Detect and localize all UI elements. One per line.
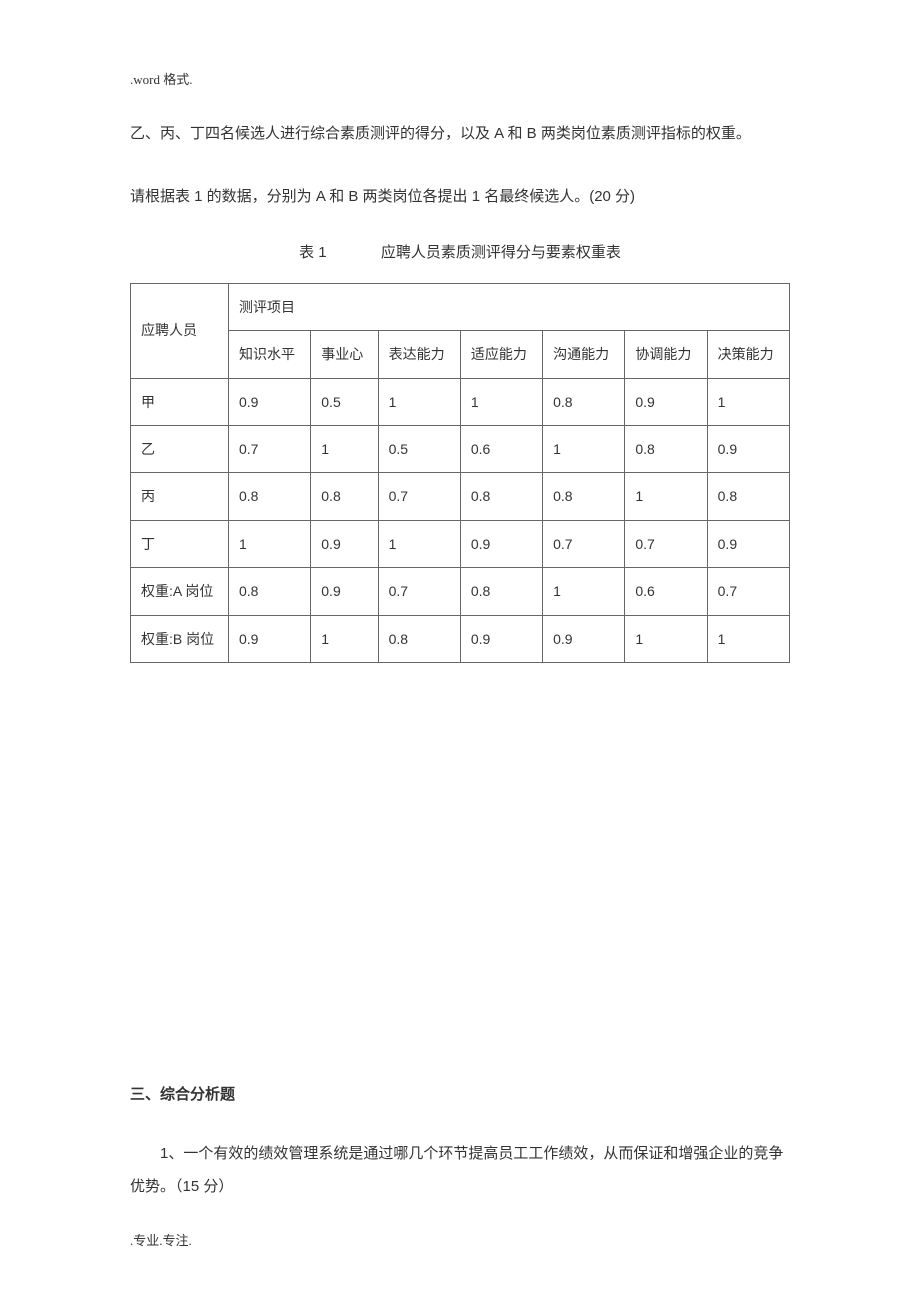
table-row: 丙 0.8 0.8 0.7 0.8 0.8 1 0.8: [131, 473, 790, 520]
cell: 0.9: [229, 615, 311, 662]
cell: 1: [460, 378, 542, 425]
cell: 1: [625, 615, 707, 662]
cell: 0.9: [311, 520, 378, 567]
cell: 1: [311, 615, 378, 662]
cell: 1: [543, 568, 625, 615]
paragraph-instruction: 请根据表 1 的数据，分别为 A 和 B 两类岗位各提出 1 名最终候选人。(2…: [130, 180, 790, 213]
row-label: 权重:B 岗位: [131, 615, 229, 662]
cell: 0.9: [229, 378, 311, 425]
cell: 1: [378, 520, 460, 567]
cell: 0.8: [707, 473, 789, 520]
cell: 1: [707, 615, 789, 662]
cell: 1: [229, 520, 311, 567]
cell: 0.7: [229, 425, 311, 472]
cell: 0.7: [543, 520, 625, 567]
cell: 0.9: [625, 378, 707, 425]
table-caption: 表 1 应聘人员素质测评得分与要素权重表: [130, 241, 790, 265]
cell: 0.9: [311, 568, 378, 615]
cell: 0.8: [229, 568, 311, 615]
cell: 0.8: [229, 473, 311, 520]
paragraph-intro: 乙、丙、丁四名候选人进行综合素质测评的得分，以及 A 和 B 两类岗位素质测评指…: [130, 116, 790, 152]
cell: 0.8: [311, 473, 378, 520]
cell: 0.7: [707, 568, 789, 615]
col-header: 适应能力: [460, 331, 542, 378]
row-label: 权重:A 岗位: [131, 568, 229, 615]
cell: 0.7: [378, 568, 460, 615]
row-label-header: 应聘人员: [131, 283, 229, 378]
group-header: 测评项目: [229, 283, 790, 330]
cell: 0.9: [460, 615, 542, 662]
cell: 0.9: [707, 520, 789, 567]
cell: 0.8: [543, 473, 625, 520]
cell: 0.6: [460, 425, 542, 472]
cell: 1: [625, 473, 707, 520]
page-header: .word 格式.: [130, 70, 790, 91]
cell: 1: [311, 425, 378, 472]
cell: 0.7: [378, 473, 460, 520]
cell: 0.8: [625, 425, 707, 472]
row-label: 乙: [131, 425, 229, 472]
table-header-row-2: 知识水平 事业心 表达能力 适应能力 沟通能力 协调能力 决策能力: [131, 331, 790, 378]
row-label: 丁: [131, 520, 229, 567]
col-header: 表达能力: [378, 331, 460, 378]
table-row: 权重:B 岗位 0.9 1 0.8 0.9 0.9 1 1: [131, 615, 790, 662]
cell: 0.6: [625, 568, 707, 615]
col-header: 决策能力: [707, 331, 789, 378]
cell: 0.8: [460, 473, 542, 520]
table-row: 乙 0.7 1 0.5 0.6 1 0.8 0.9: [131, 425, 790, 472]
table-row: 甲 0.9 0.5 1 1 0.8 0.9 1: [131, 378, 790, 425]
cell: 0.5: [378, 425, 460, 472]
row-label: 丙: [131, 473, 229, 520]
cell: 0.9: [707, 425, 789, 472]
cell: 0.8: [460, 568, 542, 615]
section-heading: 三、综合分析题: [130, 1083, 790, 1107]
cell: 0.8: [378, 615, 460, 662]
table-row: 丁 1 0.9 1 0.9 0.7 0.7 0.9: [131, 520, 790, 567]
question-1: 1、一个有效的绩效管理系统是通过哪几个环节提高员工工作绩效，从而保证和增强企业的…: [130, 1137, 790, 1203]
table-header-row-1: 应聘人员 测评项目: [131, 283, 790, 330]
col-header: 沟通能力: [543, 331, 625, 378]
col-header: 协调能力: [625, 331, 707, 378]
table-number: 表 1: [299, 244, 327, 261]
row-label: 甲: [131, 378, 229, 425]
cell: 0.7: [625, 520, 707, 567]
cell: 1: [707, 378, 789, 425]
table-title: 应聘人员素质测评得分与要素权重表: [381, 244, 621, 261]
col-header: 知识水平: [229, 331, 311, 378]
cell: 0.9: [543, 615, 625, 662]
cell: 0.9: [460, 520, 542, 567]
evaluation-table: 应聘人员 测评项目 知识水平 事业心 表达能力 适应能力 沟通能力 协调能力 决…: [130, 283, 790, 663]
table-row: 权重:A 岗位 0.8 0.9 0.7 0.8 1 0.6 0.7: [131, 568, 790, 615]
cell: 1: [543, 425, 625, 472]
cell: 1: [378, 378, 460, 425]
col-header: 事业心: [311, 331, 378, 378]
cell: 0.5: [311, 378, 378, 425]
cell: 0.8: [543, 378, 625, 425]
page-footer: .专业.专注.: [130, 1231, 790, 1252]
